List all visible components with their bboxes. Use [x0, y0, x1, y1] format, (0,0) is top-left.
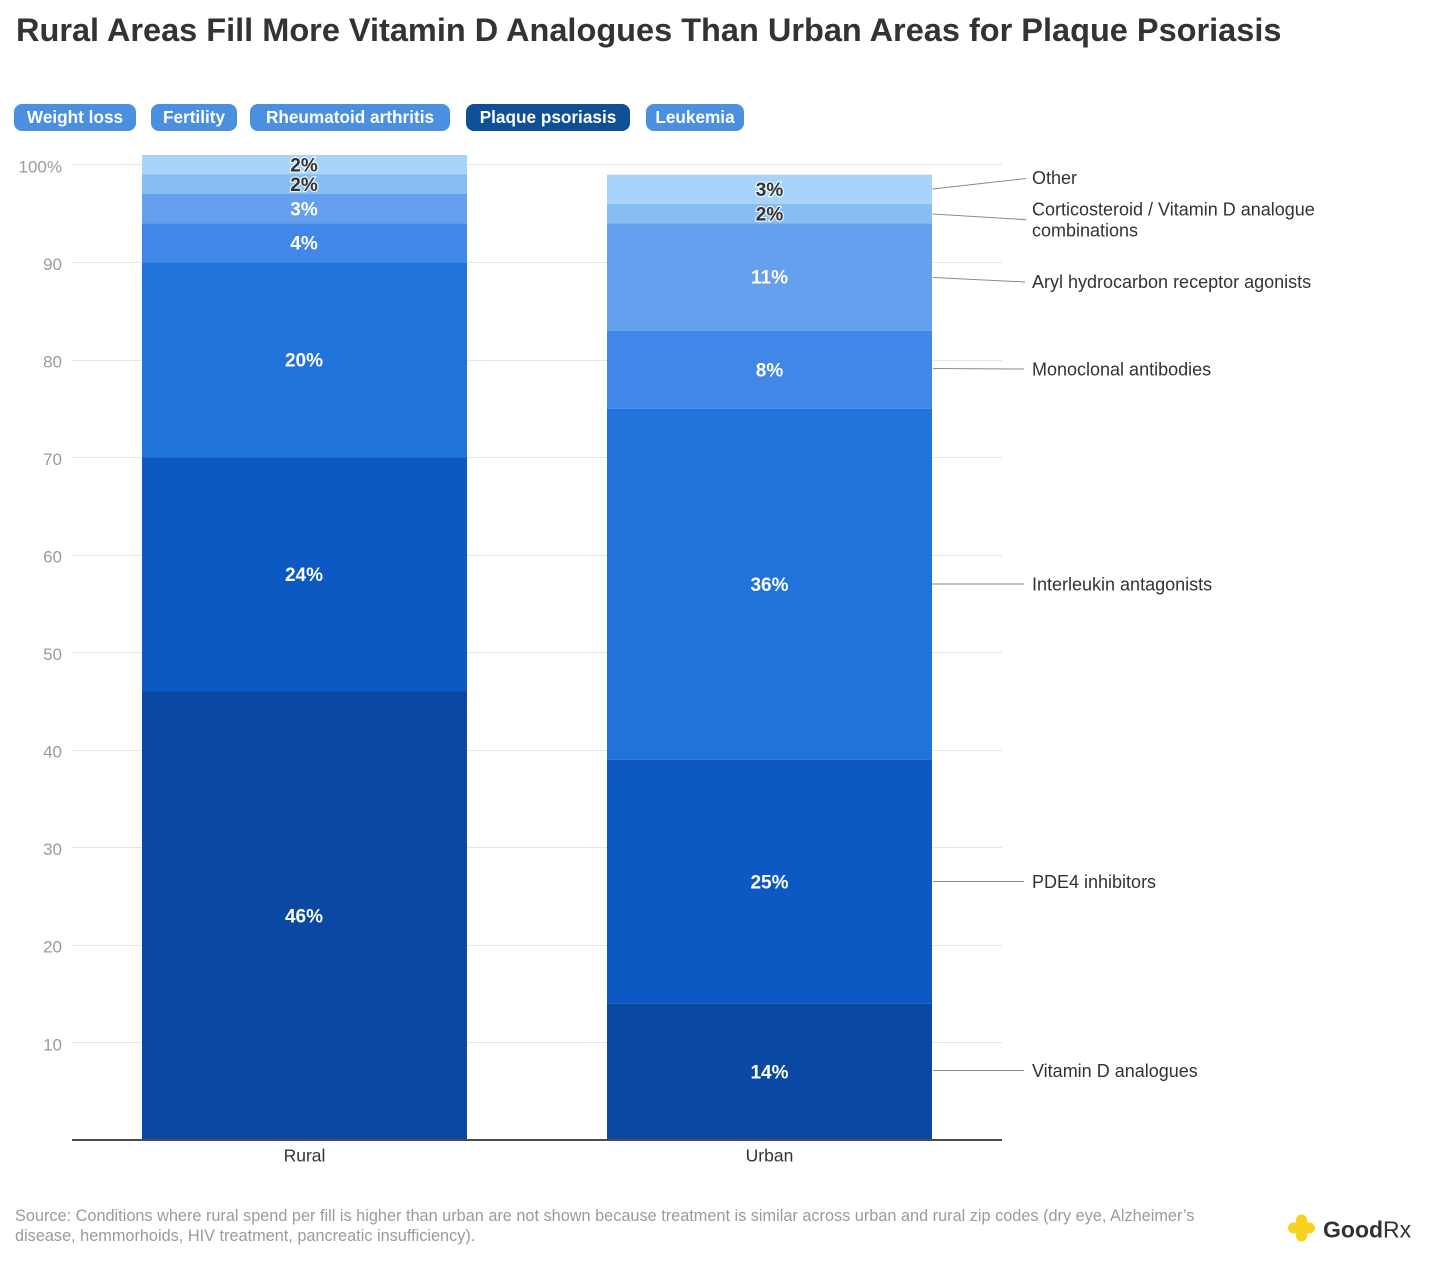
svg-text:25%: 25%: [750, 873, 788, 894]
svg-text:Rural: Rural: [284, 1146, 326, 1166]
svg-text:2%: 2%: [290, 156, 318, 177]
svg-text:3%: 3%: [290, 199, 318, 220]
svg-text:60: 60: [43, 548, 62, 567]
svg-text:90: 90: [43, 255, 62, 274]
svg-text:11%: 11%: [751, 268, 788, 289]
svg-text:24%: 24%: [285, 565, 323, 586]
svg-text:Monoclonal antibodies: Monoclonal antibodies: [1032, 360, 1211, 380]
svg-text:3%: 3%: [756, 180, 784, 201]
svg-text:combinations: combinations: [1032, 221, 1138, 241]
svg-text:Urban: Urban: [746, 1146, 794, 1166]
svg-text:50: 50: [43, 645, 62, 664]
svg-text:GoodRx: GoodRx: [1323, 1217, 1412, 1243]
svg-text:40: 40: [43, 743, 62, 762]
svg-text:30: 30: [43, 840, 62, 859]
svg-text:2%: 2%: [756, 204, 784, 225]
svg-text:Other: Other: [1032, 168, 1077, 188]
svg-text:14%: 14%: [750, 1063, 788, 1084]
svg-text:70: 70: [43, 450, 62, 469]
svg-text:Vitamin D analogues: Vitamin D analogues: [1032, 1061, 1198, 1081]
svg-text:Aryl hydrocarbon receptor agon: Aryl hydrocarbon receptor agonists: [1032, 272, 1311, 292]
svg-text:10: 10: [43, 1036, 62, 1055]
svg-text:20%: 20%: [285, 351, 323, 372]
svg-text:Corticosteroid / Vitamin D ana: Corticosteroid / Vitamin D analogue: [1032, 200, 1315, 220]
svg-text:80: 80: [43, 353, 62, 372]
svg-text:PDE4 inhibitors: PDE4 inhibitors: [1032, 872, 1156, 892]
svg-text:2%: 2%: [290, 175, 318, 196]
svg-text:Interleukin antagonists: Interleukin antagonists: [1032, 575, 1212, 595]
svg-text:20: 20: [43, 938, 62, 957]
svg-text:100%: 100%: [19, 157, 62, 176]
svg-text:36%: 36%: [750, 575, 788, 596]
svg-text:4%: 4%: [290, 234, 318, 255]
svg-text:8%: 8%: [756, 360, 784, 381]
svg-text:46%: 46%: [285, 907, 323, 928]
